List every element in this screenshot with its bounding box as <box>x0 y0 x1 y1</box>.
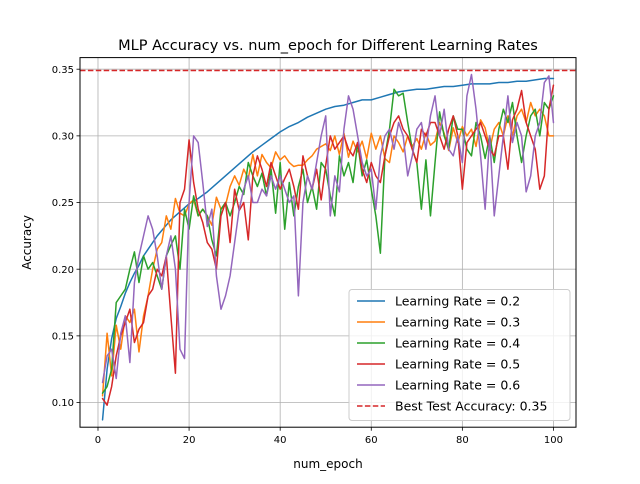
legend: Learning Rate = 0.2 Learning Rate = 0.3 Le… <box>348 289 571 421</box>
legend-label-6: Best Test Accuracy: 0.35 <box>395 399 547 414</box>
legend-box <box>348 289 571 421</box>
x-tick-label: 40 <box>274 435 287 446</box>
chart-title: MLP Accuracy vs. num_epoch for Different… <box>118 38 538 54</box>
axis-ticks: 0 20 40 60 80 100 0.10 0.15 0.20 0.25 0.30 0.35 <box>52 65 563 446</box>
series-line-1 <box>101 77 555 421</box>
legend-label-4: Learning Rate = 0.5 <box>395 357 520 372</box>
series-line-5 <box>101 73 555 384</box>
legend-label-1: Learning Rate = 0.2 <box>395 294 520 309</box>
x-axis-label: num_epoch <box>293 457 362 471</box>
plot-frame <box>79 57 577 428</box>
x-tick-label: 60 <box>365 435 378 446</box>
y-tick-label: 0.25 <box>52 198 74 209</box>
x-tick-label: 80 <box>456 435 469 446</box>
y-tick-label: 0.30 <box>52 131 74 142</box>
legend-label-3: Learning Rate = 0.4 <box>395 336 520 351</box>
y-tick-label: 0.10 <box>52 398 74 409</box>
y-axis-label: Accuracy <box>20 215 34 270</box>
y-tick-label: 0.35 <box>52 65 74 76</box>
x-tick-label: 0 <box>95 435 101 446</box>
legend-label-2: Learning Rate = 0.3 <box>395 315 520 330</box>
y-tick-label: 0.15 <box>52 331 74 342</box>
x-tick-label: 20 <box>183 435 196 446</box>
y-tick-label: 0.20 <box>52 265 74 276</box>
legend-label-5: Learning Rate = 0.6 <box>395 378 520 393</box>
series-lines <box>101 73 555 421</box>
x-tick-label: 100 <box>544 435 563 446</box>
